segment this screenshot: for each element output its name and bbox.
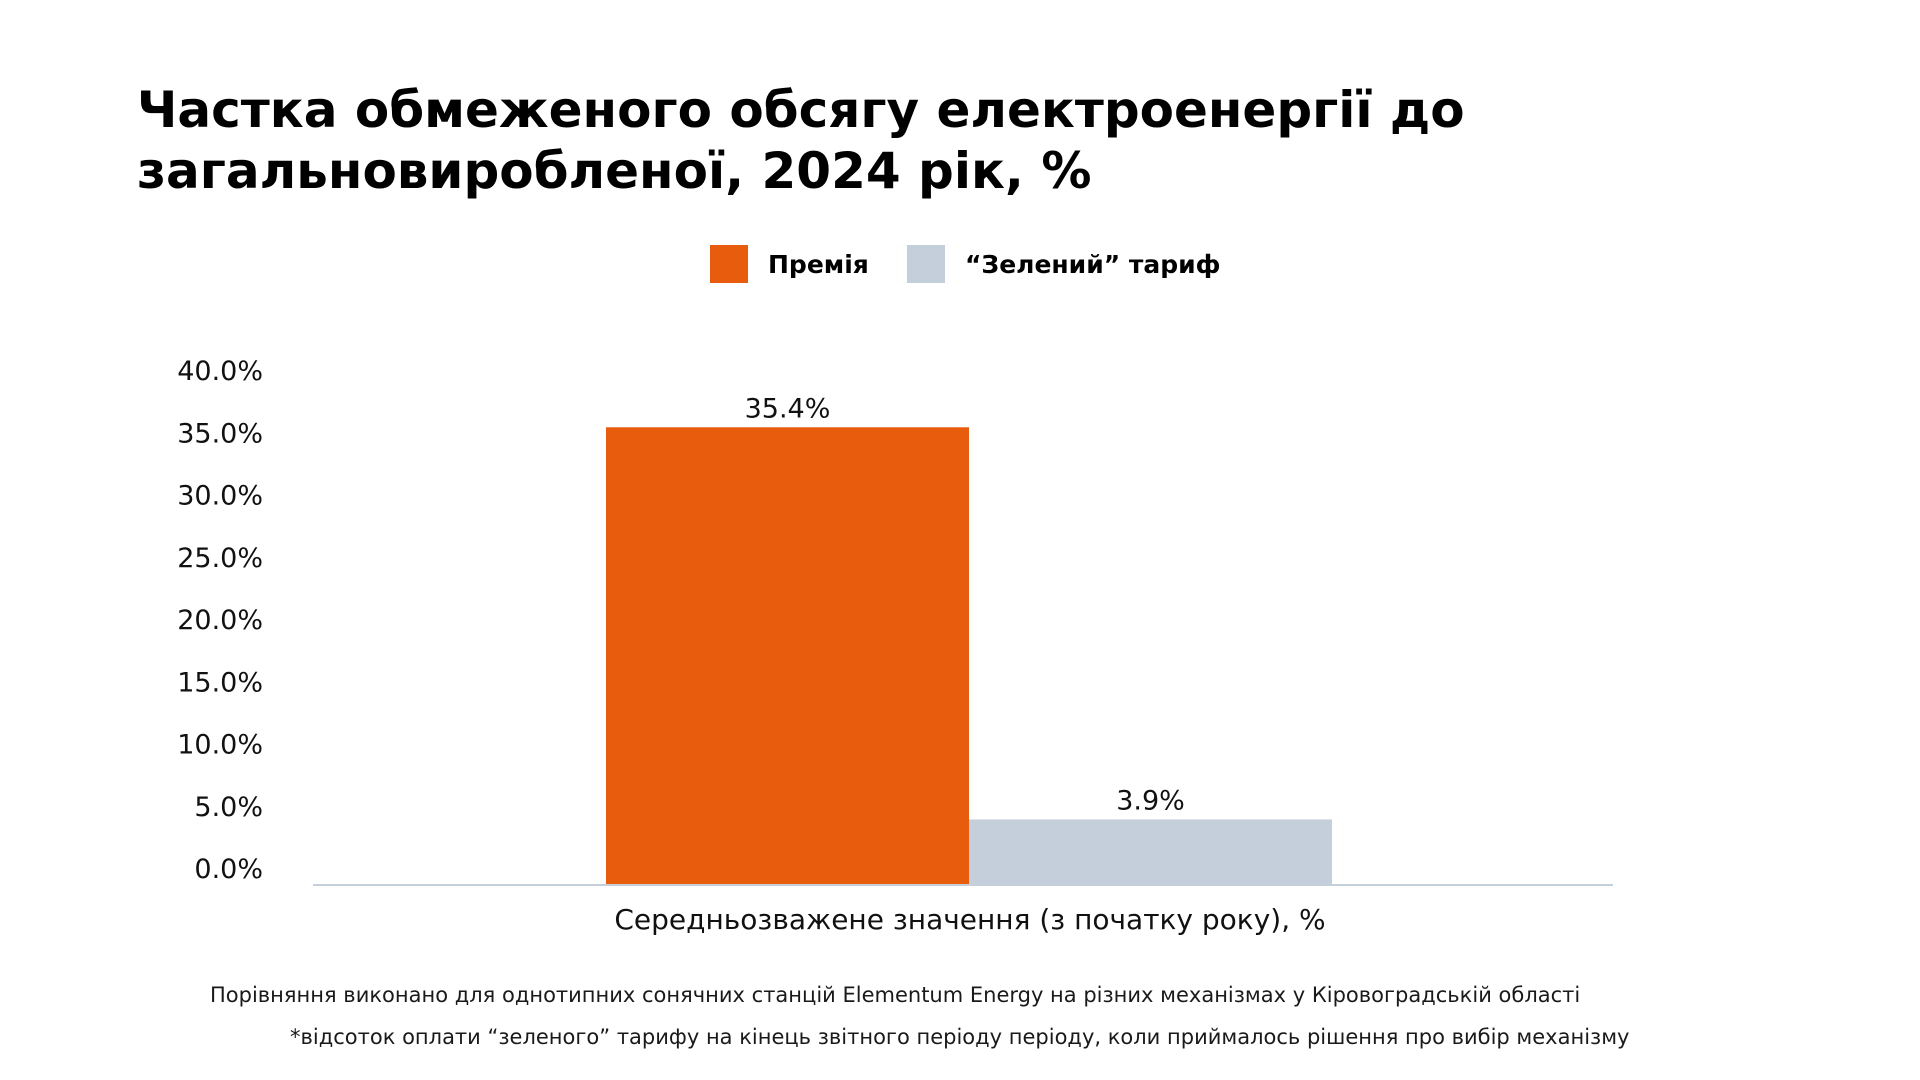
bar-premium bbox=[606, 427, 969, 885]
y-axis-ticks: 0.0% 5.0% 10.0% 15.0% 20.0% 25.0% 30.0% 35.0% 40… bbox=[177, 356, 263, 885]
legend-item-green-tariff: “Зелений” тариф bbox=[907, 244, 1220, 284]
y-tick-label: 25.0% bbox=[177, 543, 263, 574]
y-tick-label: 15.0% bbox=[177, 667, 263, 698]
chart-title-line-1: Частка обмеженого обсягу електроенергії … bbox=[137, 81, 1465, 139]
chart-legend: Премія “Зелений” тариф bbox=[0, 244, 1920, 284]
y-tick-label: 40.0% bbox=[177, 356, 263, 387]
y-tick-label: 35.0% bbox=[177, 418, 263, 449]
y-tick-label: 20.0% bbox=[177, 605, 263, 636]
chart-title-line-2: загальновиробленої, 2024 рік, % bbox=[137, 142, 1092, 200]
data-label-premium: 35.4% bbox=[745, 393, 831, 424]
data-labels: 35.4% 3.9% bbox=[745, 393, 1185, 816]
footnote-comparison: Порівняння виконано для однотипних соняч… bbox=[210, 983, 1581, 1007]
legend-item-premium: Премія bbox=[710, 244, 869, 284]
y-tick-label: 5.0% bbox=[194, 792, 263, 823]
chart-title: Частка обмеженого обсягу електроенергії … bbox=[137, 80, 1537, 202]
bar-green-tariff bbox=[969, 819, 1332, 885]
legend-swatch-green-tariff bbox=[907, 245, 945, 283]
bars bbox=[606, 427, 1332, 885]
y-tick-label: 30.0% bbox=[177, 481, 263, 512]
bar-chart: 0.0% 5.0% 10.0% 15.0% 20.0% 25.0% 30.0% 35.0% 40… bbox=[177, 356, 1613, 936]
data-label-green-tariff: 3.9% bbox=[1116, 785, 1185, 816]
legend-label-green-tariff: “Зелений” тариф bbox=[965, 249, 1221, 279]
x-axis-label: Середньозважене значення (з початку року… bbox=[614, 903, 1325, 936]
legend-label-premium: Премія bbox=[768, 249, 869, 279]
y-tick-label: 0.0% bbox=[194, 854, 263, 885]
legend-swatch-premium bbox=[710, 245, 748, 283]
y-tick-label: 10.0% bbox=[177, 730, 263, 761]
footnote-tariff: *відсоток оплати “зеленого” тарифу на кі… bbox=[290, 1025, 1630, 1049]
